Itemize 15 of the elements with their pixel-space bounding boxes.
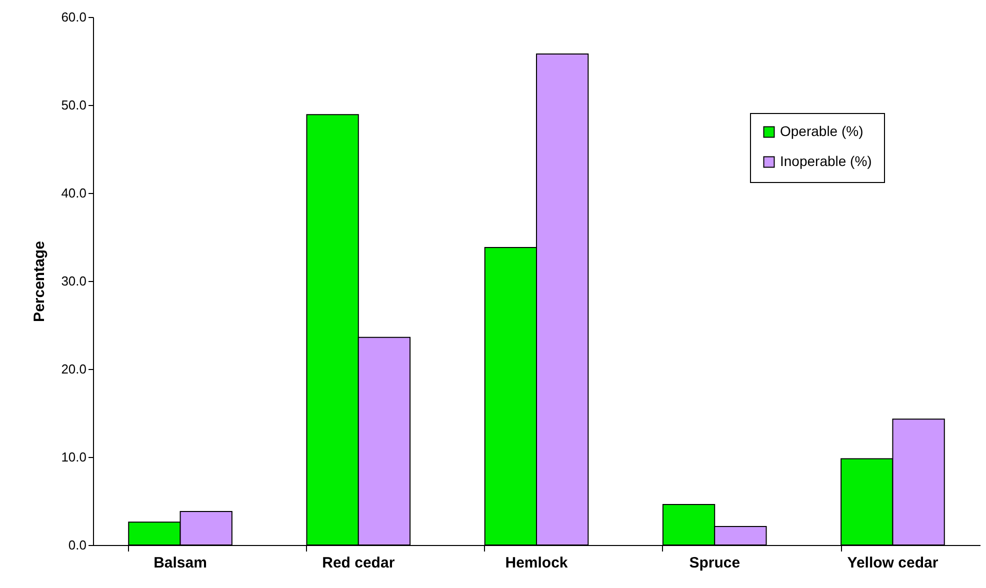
y-tick-label: 0.0: [68, 538, 86, 552]
y-tick-label: 60.0: [61, 10, 86, 24]
y-tick-label: 40.0: [61, 186, 86, 200]
x-tick-label: Yellow cedar: [847, 554, 938, 572]
y-axis-title: Percentage: [31, 241, 48, 322]
x-tick-label: Hemlock: [505, 554, 568, 572]
legend-label: Operable (%): [780, 123, 864, 139]
x-tick-label: Spruce: [689, 554, 740, 572]
x-tick-label: Red cedar: [322, 554, 395, 572]
y-tick-label: 30.0: [61, 274, 86, 288]
legend-label: Inoperable (%): [780, 153, 872, 169]
y-tick-label: 50.0: [61, 98, 86, 112]
y-tick-label: 20.0: [61, 362, 86, 376]
x-tick-label: Balsam: [154, 554, 207, 572]
y-tick-label: 10.0: [61, 450, 86, 464]
